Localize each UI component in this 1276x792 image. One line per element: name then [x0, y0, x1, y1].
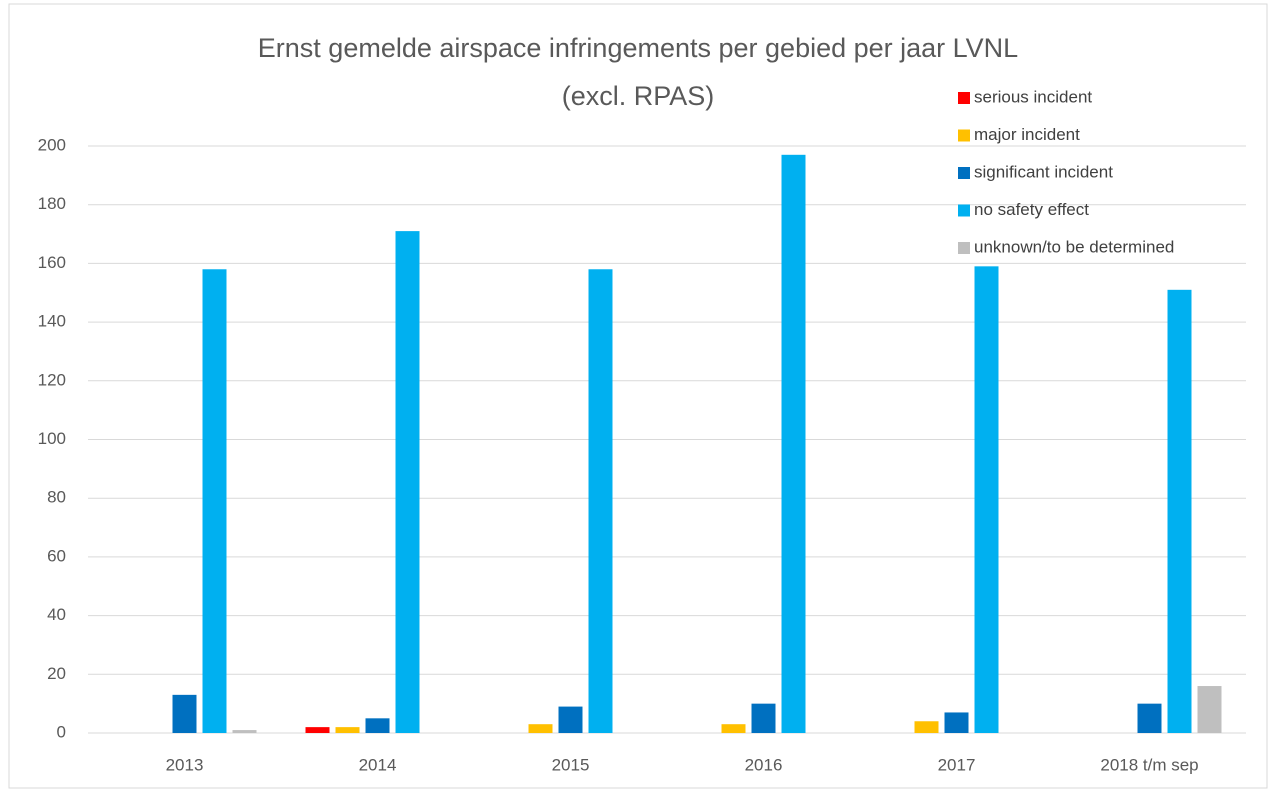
bar	[914, 721, 939, 733]
legend-swatch	[958, 167, 970, 179]
y-tick-label: 140	[38, 312, 66, 331]
x-tick-label: 2017	[938, 755, 976, 774]
x-tick-label: 2013	[166, 755, 204, 774]
chart-border	[8, 3, 1268, 789]
y-tick-label: 40	[47, 605, 66, 624]
bar	[172, 694, 197, 733]
bar	[335, 727, 360, 733]
bar	[558, 706, 583, 733]
x-tick-label: 2014	[359, 755, 397, 774]
chart-subtitle: (excl. RPAS)	[562, 81, 715, 111]
bar	[588, 269, 613, 733]
legend-swatch	[958, 129, 970, 142]
legend-swatch	[958, 92, 970, 104]
chart-title: Ernst gemelde airspace infringements per…	[258, 33, 1018, 63]
bar	[751, 703, 776, 733]
bar	[721, 724, 746, 733]
y-tick-label: 100	[38, 429, 66, 448]
x-tick-label: 2016	[745, 755, 783, 774]
legend-label: significant incident	[974, 162, 1113, 181]
bar	[1197, 686, 1222, 733]
y-tick-label: 200	[38, 135, 66, 154]
y-tick-label: 80	[47, 488, 66, 507]
x-tick-label: 2018 t/m sep	[1100, 755, 1198, 774]
bar	[365, 718, 390, 733]
y-tick-label: 20	[47, 664, 66, 683]
bar	[781, 154, 806, 733]
legend-swatch	[958, 242, 970, 254]
legend-swatch	[958, 204, 970, 217]
y-tick-label: 60	[47, 546, 66, 565]
y-tick-label: 180	[38, 194, 66, 213]
bar	[395, 231, 420, 734]
bar	[528, 724, 553, 733]
bar	[305, 727, 330, 733]
bar	[944, 712, 969, 733]
legend-label: major incident	[974, 125, 1080, 144]
legend-label: no safety effect	[974, 200, 1089, 219]
bar	[232, 730, 257, 733]
y-tick-label: 160	[38, 253, 66, 272]
bar	[1167, 289, 1192, 733]
y-tick-label: 120	[38, 370, 66, 389]
bar	[974, 266, 999, 733]
legend-label: serious incident	[974, 87, 1092, 106]
x-tick-label: 2015	[552, 755, 590, 774]
legend-label: unknown/to be determined	[974, 237, 1174, 256]
bar	[1137, 703, 1162, 733]
y-tick-label: 0	[57, 722, 66, 741]
bar	[202, 269, 227, 733]
